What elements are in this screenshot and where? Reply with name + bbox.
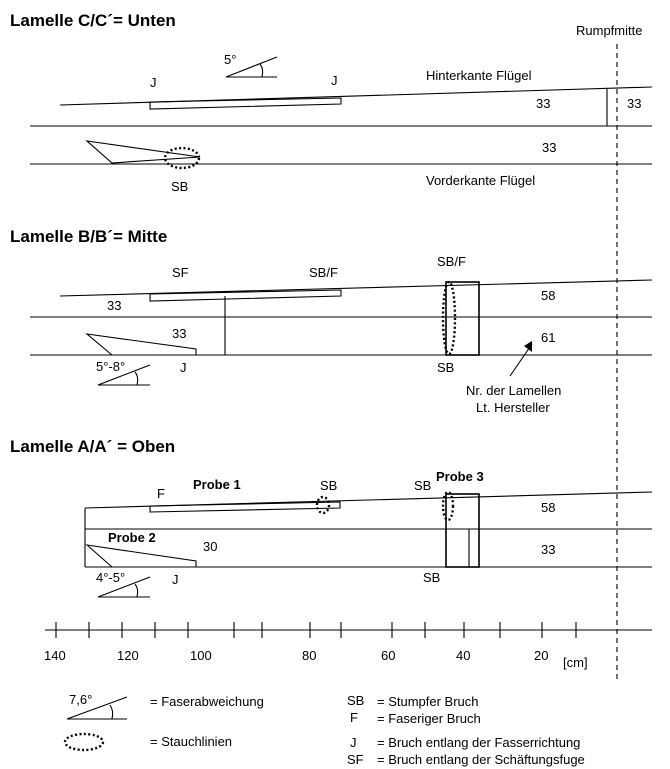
sb-label: SB: [320, 478, 337, 493]
section-c-title: Lamelle C/C´= Unten: [10, 11, 176, 30]
section-b-title: Lamelle B/B´= Mitte: [10, 227, 167, 246]
compression-lines-marker: [441, 280, 457, 356]
vorderkante-label: Vorderkante Flügel: [426, 173, 535, 188]
lamella-number: 33: [172, 326, 186, 341]
j-label: J: [150, 75, 157, 90]
sbf-label: SB/F: [437, 254, 466, 269]
rumpfmitte-label: Rumpfmitte: [576, 23, 642, 38]
lamella-number: 33: [627, 96, 641, 111]
trailing-edge-line: [59, 86, 653, 106]
legend-text-sb: = Stumpfer Bruch: [377, 694, 479, 709]
lamella-number: 58: [541, 500, 555, 515]
scale-tick-label: 100: [190, 648, 212, 663]
compression-lines-marker: [163, 146, 201, 170]
j-label: J: [172, 572, 179, 587]
j-label: J: [180, 360, 187, 375]
angle-arc: [134, 371, 139, 386]
lamella-number: 33: [542, 140, 556, 155]
probe-1-label: Probe 1: [193, 477, 241, 492]
scale-tick-label: 40: [456, 648, 470, 663]
probe-2-label: Probe 2: [108, 530, 156, 545]
angle-slope-line: [225, 56, 278, 78]
lamella-number: 33: [536, 96, 550, 111]
hinterkante-label: Hinterkante Flügel: [426, 68, 532, 83]
legend-faserabweichung: = Faserabweichung: [150, 694, 264, 709]
lamella-strip: [149, 501, 341, 513]
angle-arc: [259, 63, 264, 78]
lamella-number: 61: [541, 330, 555, 345]
legend-text-j: = Bruch entlang der Fasserrichtung: [377, 735, 580, 750]
sb-label: SB: [171, 179, 188, 194]
section-a: Lamelle A/A´ = Oben Probe 1 Probe 3 F SB…: [10, 437, 653, 598]
legend-stauchlinien: = Stauchlinien: [150, 734, 232, 749]
legend-key-f: F: [350, 710, 358, 725]
scale-tick-label: 140: [44, 648, 66, 663]
lamella-strip: [149, 289, 342, 302]
legend-key-sb: SB: [347, 693, 364, 708]
lamella-number: 33: [107, 298, 121, 313]
compression-lines-marker: [441, 490, 455, 522]
scarf-wedge: [85, 140, 201, 164]
angle-slope-line: [97, 576, 151, 598]
specimen-box: [445, 281, 480, 356]
scale-tick-label: 20: [534, 648, 548, 663]
legend-text-f: = Faseriger Bruch: [377, 711, 481, 726]
section-c-angle-label: 5°: [224, 52, 236, 67]
compression-lines-marker: [315, 495, 331, 515]
lamella-strip: [149, 97, 342, 110]
probe-3-label: Probe 3: [436, 469, 484, 484]
note-line-1: Nr. der Lamellen: [466, 383, 561, 398]
legend-angle-slope: [66, 696, 128, 720]
legend-angle-arc: [109, 704, 114, 720]
cm-scale: 140 120 100 80 60 40 20 [cm]: [44, 622, 652, 670]
legend-angle-label: 7,6°: [69, 692, 92, 707]
legend: 7,6° = Faserabweichung = Stauchlinien SB…: [63, 692, 585, 767]
legend-dotted-ellipse-icon: [63, 732, 105, 752]
pointer-arrow: [509, 343, 533, 377]
angle-slope-line: [97, 364, 151, 386]
sf-label: SF: [172, 265, 189, 280]
scale-tick-label: 80: [302, 648, 316, 663]
angle-arc: [134, 583, 139, 598]
section-a-angle-label: 4°-5°: [96, 570, 125, 585]
sb-label: SB: [414, 478, 431, 493]
arrow-head-icon: [524, 341, 532, 352]
scale-unit-label: [cm]: [563, 655, 588, 670]
section-c: Lamelle C/C´= Unten 5° J J Hinterkante F…: [10, 11, 653, 194]
sb-label: SB: [437, 360, 454, 375]
lamella-number: 33: [541, 542, 555, 557]
legend-text-sf: = Bruch entlang der Schäftungsfuge: [377, 752, 585, 767]
section-b: Lamelle B/B´= Mitte SF SB/F SB/F 33 58 3…: [10, 227, 653, 415]
legend-key-sf: SF: [347, 752, 364, 767]
lamella-number: 58: [541, 288, 555, 303]
note-line-2: Lt. Hersteller: [476, 400, 550, 415]
specimen-box: [445, 493, 480, 568]
scarf-wedge: [85, 544, 197, 568]
sb-label: SB: [423, 570, 440, 585]
section-a-title: Lamelle A/A´ = Oben: [10, 437, 175, 456]
sbf-label: SB/F: [309, 265, 338, 280]
section-b-angle-label: 5°-8°: [96, 359, 125, 374]
lamella-number: 30: [203, 539, 217, 554]
trailing-edge-line: [59, 279, 653, 297]
j-label: J: [331, 73, 338, 88]
f-label: F: [157, 486, 165, 501]
scale-tick-label: 60: [381, 648, 395, 663]
scale-tick-label: 120: [117, 648, 139, 663]
legend-key-j: J: [350, 735, 357, 750]
